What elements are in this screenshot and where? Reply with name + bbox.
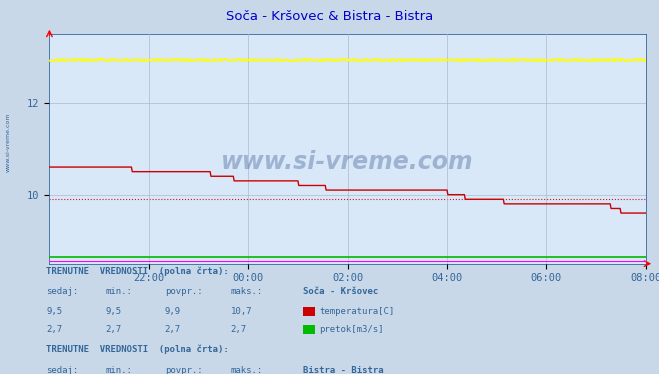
Text: TRENUTNE  VREDNOSTI  (polna črta):: TRENUTNE VREDNOSTI (polna črta): bbox=[46, 345, 229, 354]
Text: min.:: min.: bbox=[105, 366, 132, 374]
Text: www.si-vreme.com: www.si-vreme.com bbox=[5, 112, 11, 172]
Text: Bistra - Bistra: Bistra - Bistra bbox=[303, 366, 384, 374]
Text: 9,5: 9,5 bbox=[105, 307, 121, 316]
Text: Soča - Kršovec & Bistra - Bistra: Soča - Kršovec & Bistra - Bistra bbox=[226, 10, 433, 23]
Text: 2,7: 2,7 bbox=[165, 325, 181, 334]
Text: pretok[m3/s]: pretok[m3/s] bbox=[320, 325, 384, 334]
Text: 9,9: 9,9 bbox=[165, 307, 181, 316]
Text: 9,5: 9,5 bbox=[46, 307, 62, 316]
Text: povpr.:: povpr.: bbox=[165, 287, 202, 296]
Text: www.si-vreme.com: www.si-vreme.com bbox=[221, 150, 474, 174]
Text: sedaj:: sedaj: bbox=[46, 287, 78, 296]
Text: sedaj:: sedaj: bbox=[46, 366, 78, 374]
Text: min.:: min.: bbox=[105, 287, 132, 296]
Text: 2,7: 2,7 bbox=[231, 325, 246, 334]
Text: Soča - Kršovec: Soča - Kršovec bbox=[303, 287, 378, 296]
Text: maks.:: maks.: bbox=[231, 287, 263, 296]
Text: 10,7: 10,7 bbox=[231, 307, 252, 316]
Text: 2,7: 2,7 bbox=[46, 325, 62, 334]
Text: 2,7: 2,7 bbox=[105, 325, 121, 334]
Text: temperatura[C]: temperatura[C] bbox=[320, 307, 395, 316]
Text: maks.:: maks.: bbox=[231, 366, 263, 374]
Text: povpr.:: povpr.: bbox=[165, 366, 202, 374]
Text: TRENUTNE  VREDNOSTI  (polna črta):: TRENUTNE VREDNOSTI (polna črta): bbox=[46, 266, 229, 276]
